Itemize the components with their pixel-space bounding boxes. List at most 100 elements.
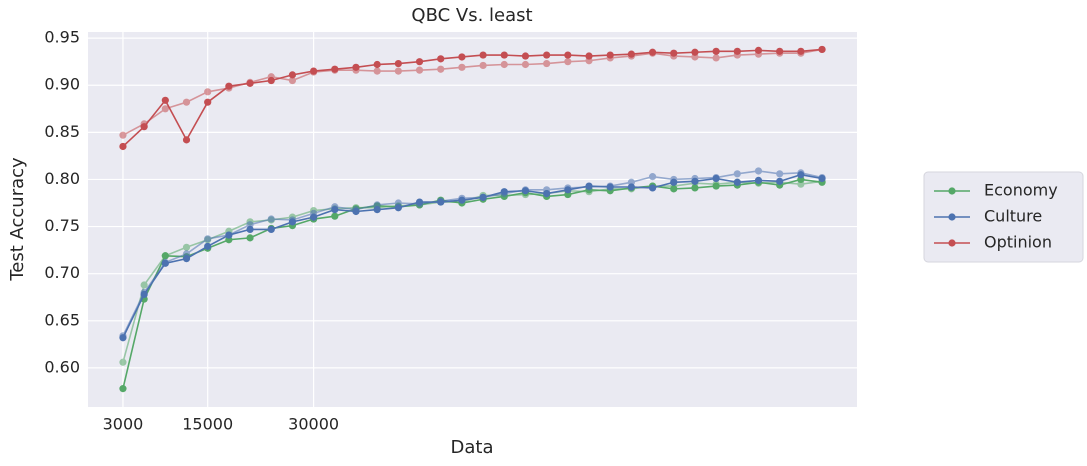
marker: [373, 67, 381, 75]
marker: [267, 73, 275, 81]
marker: [754, 167, 763, 175]
marker: [543, 186, 551, 194]
x-tick-label: 15000: [182, 415, 233, 434]
legend-label: Optinion: [984, 233, 1052, 252]
marker: [670, 175, 678, 184]
marker: [373, 60, 381, 69]
marker: [161, 258, 169, 266]
marker: [119, 358, 127, 366]
marker: [161, 252, 169, 260]
marker: [712, 173, 720, 182]
y-tick-label: 0.70: [44, 263, 80, 282]
marker: [437, 65, 445, 73]
marker: [394, 199, 402, 207]
marker: [564, 58, 572, 66]
marker: [500, 60, 508, 69]
marker: [606, 182, 614, 190]
marker: [712, 47, 720, 55]
legend-marker: [948, 213, 956, 221]
marker: [691, 53, 699, 61]
marker: [521, 60, 530, 69]
marker: [161, 105, 169, 113]
marker: [585, 183, 593, 191]
marker: [394, 59, 402, 68]
marker: [246, 234, 254, 242]
marker: [627, 178, 635, 186]
marker: [373, 201, 381, 209]
marker: [606, 54, 614, 62]
marker: [310, 68, 318, 76]
marker: [415, 66, 424, 74]
marker: [415, 58, 424, 66]
grid: [88, 32, 857, 407]
y-tick-label: 0.80: [44, 169, 80, 188]
marker: [182, 98, 191, 106]
marker: [267, 215, 275, 223]
marker: [670, 52, 678, 60]
marker: [225, 84, 233, 92]
marker: [437, 55, 445, 63]
marker: [776, 170, 784, 178]
marker: [140, 281, 148, 289]
marker: [267, 225, 275, 233]
y-axis-label: Test Accuracy: [7, 157, 28, 282]
marker: [521, 186, 530, 194]
marker: [797, 49, 805, 57]
marker: [119, 385, 127, 393]
legend-box: [923, 171, 1084, 263]
legend-label: Culture: [984, 207, 1042, 226]
series: [119, 167, 826, 340]
marker: [543, 51, 551, 59]
marker: [437, 197, 445, 205]
marker: [818, 45, 826, 54]
marker: [352, 66, 360, 74]
marker: [712, 54, 720, 62]
marker: [288, 216, 297, 224]
marker: [648, 173, 657, 181]
legend-marker: [948, 187, 956, 195]
chart-title: QBC Vs. least: [411, 5, 532, 26]
marker: [288, 71, 297, 79]
line: [122, 48, 823, 136]
marker: [119, 332, 127, 340]
marker: [733, 51, 741, 59]
marker: [331, 212, 339, 220]
marker: [479, 193, 487, 201]
marker: [458, 63, 466, 71]
marker: [140, 120, 148, 128]
x-axis-label: Data: [451, 437, 494, 458]
marker: [182, 243, 191, 251]
marker: [648, 184, 657, 192]
legend: Economy Culture Optinion: [923, 171, 1084, 263]
marker: [246, 78, 254, 87]
y-tick-label: 0.60: [44, 357, 80, 376]
legend-marker: [948, 239, 956, 247]
marker: [479, 61, 487, 70]
marker: [225, 231, 233, 239]
marker: [776, 49, 784, 57]
marker: [691, 174, 699, 183]
marker: [564, 184, 572, 192]
y-tick-label: 0.65: [44, 310, 80, 329]
marker: [352, 206, 360, 214]
marker: [394, 67, 402, 75]
marker: [182, 136, 191, 144]
marker: [479, 51, 487, 59]
marker: [119, 131, 127, 139]
marker: [776, 177, 784, 185]
legend-label: Economy: [984, 181, 1058, 200]
marker: [754, 176, 763, 184]
plot-area: [88, 32, 857, 407]
marker: [500, 51, 508, 59]
marker: [246, 221, 254, 229]
lines: [119, 45, 826, 393]
marker: [733, 170, 741, 178]
y-tick-label: 0.85: [44, 122, 80, 141]
marker: [458, 194, 466, 202]
marker: [182, 250, 191, 258]
marker: [458, 53, 466, 61]
series: [119, 45, 826, 139]
line: [122, 173, 823, 339]
marker: [797, 169, 805, 177]
